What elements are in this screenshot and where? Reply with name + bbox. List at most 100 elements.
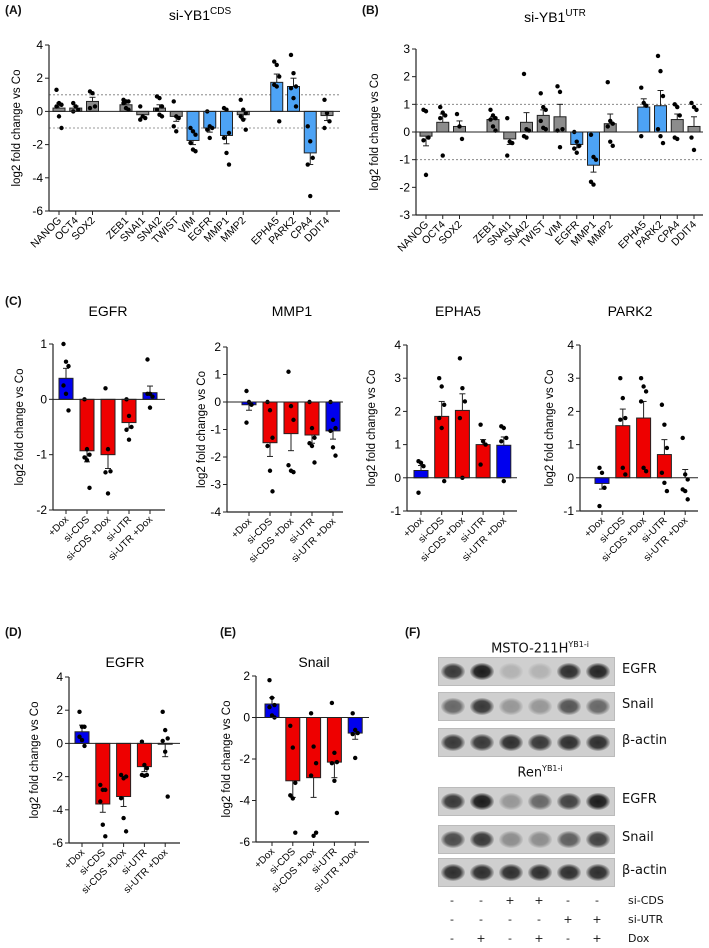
chart-title-text: si-YB1 — [524, 9, 565, 25]
bar — [670, 119, 684, 133]
data-point — [330, 417, 336, 423]
data-point — [129, 424, 134, 430]
chart-title-text: si-YB1 — [169, 7, 210, 23]
data-point — [328, 428, 333, 434]
protein-band — [499, 734, 523, 751]
data-point — [685, 477, 690, 482]
data-point — [438, 115, 443, 121]
data-point — [675, 104, 680, 110]
y-tick-label: -1 — [210, 423, 221, 437]
data-point — [98, 782, 103, 788]
data-point — [639, 133, 644, 139]
data-point — [659, 470, 665, 476]
data-point — [103, 834, 108, 839]
data-point — [543, 127, 548, 132]
protein-band — [586, 793, 610, 810]
bar — [325, 401, 341, 432]
data-point — [334, 810, 340, 816]
data-point — [163, 749, 168, 754]
data-point — [660, 93, 666, 99]
data-point — [121, 100, 126, 106]
data-point — [538, 91, 543, 96]
data-point — [574, 150, 579, 155]
chart-title: EGFR — [89, 303, 128, 319]
data-point — [655, 53, 661, 59]
data-point — [193, 149, 198, 154]
data-point — [478, 422, 483, 427]
data-point — [226, 162, 232, 167]
protein-band — [586, 864, 610, 881]
data-point — [165, 794, 170, 799]
data-point — [90, 90, 95, 96]
data-point — [286, 463, 291, 468]
protein-band — [557, 793, 581, 810]
data-point — [126, 99, 131, 104]
data-point — [270, 435, 275, 440]
blot-label: EGFR — [622, 662, 657, 677]
data-point — [510, 140, 515, 146]
data-point — [329, 700, 335, 706]
data-point — [54, 87, 59, 93]
chart-title: EPHA5 — [435, 303, 481, 319]
data-point — [267, 468, 273, 473]
data-point — [490, 124, 496, 129]
data-point — [76, 107, 81, 112]
data-point — [499, 439, 504, 444]
condition-label: Dox — [628, 932, 650, 945]
protein-band — [528, 698, 552, 715]
condition-mark: - — [450, 932, 454, 945]
protein-band — [441, 663, 465, 680]
data-point — [457, 356, 463, 361]
data-point — [270, 489, 275, 494]
protein-band — [586, 698, 610, 715]
data-point — [620, 465, 625, 471]
bar — [121, 398, 137, 424]
y-tick-label: 3 — [567, 371, 574, 385]
data-point — [288, 793, 293, 798]
condition-mark: + — [592, 932, 602, 945]
data-point — [288, 85, 294, 91]
data-point — [118, 772, 124, 778]
y-tick-label: -6 — [52, 836, 63, 850]
data-point — [423, 172, 429, 178]
data-point — [557, 145, 563, 150]
data-point — [683, 488, 688, 494]
bar — [687, 125, 701, 133]
bar — [503, 131, 517, 140]
cell-line-superscript: YB1-i — [542, 764, 563, 773]
y-tick-label: -4 — [52, 803, 63, 817]
data-point — [165, 736, 170, 741]
data-point — [147, 405, 153, 410]
data-point — [190, 129, 196, 134]
data-point — [350, 711, 355, 716]
data-point — [618, 376, 623, 381]
data-point — [675, 136, 680, 142]
y-tick-label: -1 — [36, 448, 47, 462]
data-point — [329, 760, 335, 766]
data-point — [157, 95, 162, 101]
data-point — [308, 711, 314, 716]
y-tick-label: -2 — [52, 770, 63, 784]
bar — [79, 398, 95, 452]
data-point — [238, 114, 243, 119]
data-point — [480, 439, 486, 444]
data-point — [641, 465, 646, 471]
data-point — [103, 470, 108, 475]
data-point — [602, 485, 607, 490]
data-point — [588, 132, 594, 137]
blot-strip — [438, 825, 615, 854]
data-point — [309, 425, 315, 431]
data-point — [605, 124, 610, 129]
cell-line-title: RenYB1-i — [517, 764, 562, 780]
bar — [419, 131, 433, 137]
data-point — [691, 147, 697, 153]
protein-band — [441, 864, 465, 881]
blot-strip — [438, 692, 615, 721]
data-point — [160, 738, 165, 744]
data-point — [638, 376, 644, 381]
protein-band — [499, 663, 523, 680]
data-point — [108, 469, 113, 474]
data-point — [643, 468, 649, 474]
data-point — [327, 119, 332, 124]
